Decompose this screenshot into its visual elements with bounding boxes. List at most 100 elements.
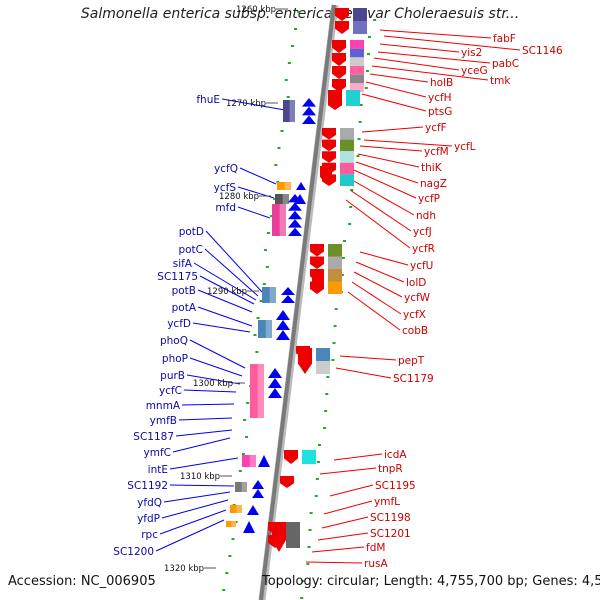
label-connector bbox=[169, 457, 239, 470]
forward-cds-arrow bbox=[288, 210, 302, 220]
kbp-label: 1290 kbp bbox=[207, 287, 247, 297]
label-connector bbox=[161, 499, 229, 519]
forward-cds-arrow bbox=[296, 182, 306, 190]
gene-label-reverse: ycfH bbox=[428, 92, 452, 104]
map-title: Salmonella enterica subsp. enterica sero… bbox=[80, 6, 520, 22]
gene-label-forward: rpc bbox=[141, 529, 158, 541]
reverse-cds-arrow bbox=[312, 270, 324, 290]
reverse-cds-arrow bbox=[272, 522, 286, 552]
gene-label-forward: SC1200 bbox=[113, 546, 154, 558]
gene-label-reverse: pepT bbox=[398, 355, 425, 367]
gene-label-reverse: SC1146 bbox=[522, 45, 563, 57]
cds-highlight bbox=[269, 287, 276, 303]
cds-block bbox=[353, 21, 367, 34]
gene-label-reverse: icdA bbox=[384, 449, 407, 461]
label-connector bbox=[311, 546, 365, 553]
gene-label-forward: yfdP bbox=[137, 513, 160, 525]
label-connector bbox=[379, 29, 492, 39]
label-connector bbox=[333, 453, 383, 461]
label-connector bbox=[369, 73, 429, 83]
gene-label-reverse: ptsG bbox=[428, 106, 452, 118]
kbp-label: 1270 kbp bbox=[226, 99, 266, 109]
cds-block bbox=[350, 74, 364, 84]
gene-label-forward: sifA bbox=[173, 258, 193, 270]
accession-text: Accession: NC_006905 bbox=[8, 574, 156, 589]
forward-cds-arrow bbox=[288, 202, 302, 211]
gene-label-reverse: ycfM bbox=[424, 146, 449, 158]
forward-cds-arrow bbox=[302, 98, 316, 107]
reverse-cds-arrow bbox=[322, 151, 336, 163]
cds-features bbox=[226, 8, 367, 552]
gene-label-forward: potC bbox=[178, 244, 203, 256]
label-connector bbox=[189, 357, 243, 377]
label-connectors bbox=[155, 29, 521, 564]
cds-highlight bbox=[265, 320, 272, 338]
gene-label-reverse: cobB bbox=[402, 325, 428, 337]
label-connector bbox=[221, 98, 286, 111]
forward-cds-arrow bbox=[268, 368, 282, 378]
gene-label-forward: ymfC bbox=[144, 447, 171, 459]
label-connector bbox=[355, 161, 419, 184]
gene-label-forward: SC1187 bbox=[133, 431, 174, 443]
gene-label-reverse: rusA bbox=[364, 558, 388, 570]
topology-text: Topology: circular; Length: 4,755,700 bp… bbox=[262, 574, 600, 589]
forward-cds-arrow bbox=[288, 227, 302, 236]
gene-label-forward: ycfQ bbox=[214, 163, 238, 175]
forward-cds-arrow bbox=[247, 505, 259, 515]
forward-cds-arrow bbox=[252, 480, 264, 489]
cds-block bbox=[316, 348, 330, 361]
cds-highlight bbox=[249, 455, 256, 467]
reverse-cds-arrow bbox=[284, 450, 298, 464]
gene-label-reverse: ycfX bbox=[403, 309, 426, 321]
label-connector bbox=[339, 355, 397, 361]
label-connector bbox=[351, 179, 415, 216]
gene-label-reverse: ymfL bbox=[374, 496, 400, 508]
cds-block bbox=[340, 162, 354, 175]
label-connector bbox=[183, 389, 237, 393]
label-connector bbox=[357, 153, 420, 168]
label-connector bbox=[159, 509, 227, 535]
tick-marks bbox=[222, 11, 377, 599]
cds-block bbox=[328, 256, 342, 269]
label-connector bbox=[181, 403, 235, 406]
label-connector bbox=[359, 145, 423, 152]
forward-cds-arrow bbox=[302, 115, 316, 124]
gene-label-reverse: SC1201 bbox=[370, 528, 411, 540]
gene-label-reverse: yis2 bbox=[461, 47, 482, 59]
gene-label-forward: fhuE bbox=[196, 94, 220, 106]
gene-label-reverse: fabF bbox=[493, 33, 516, 45]
forward-cds-arrow bbox=[302, 106, 316, 116]
forward-cds-arrow bbox=[268, 378, 282, 388]
gene-label-forward: phoP bbox=[162, 353, 188, 365]
label-connector bbox=[186, 374, 241, 385]
cds-block bbox=[350, 57, 364, 66]
label-connector bbox=[371, 65, 489, 81]
label-connector bbox=[361, 126, 424, 133]
label-connector bbox=[355, 261, 405, 283]
gene-label-reverse: pabC bbox=[492, 58, 519, 70]
gene-label-reverse: thiK bbox=[421, 162, 443, 174]
label-connector bbox=[193, 262, 257, 301]
gene-label-forward: phoQ bbox=[160, 335, 188, 347]
forward-cds-arrow bbox=[281, 287, 295, 295]
label-connector bbox=[192, 322, 251, 333]
cds-block bbox=[286, 522, 300, 548]
cds-highlight bbox=[284, 182, 291, 190]
label-connector bbox=[345, 199, 411, 249]
gene-label-reverse: ndh bbox=[416, 210, 436, 222]
label-connector bbox=[323, 500, 373, 515]
cds-block bbox=[353, 8, 367, 21]
reverse-cds-arrow bbox=[310, 256, 324, 269]
gene-label-forward: mnmA bbox=[146, 400, 181, 412]
cds-block bbox=[226, 521, 236, 527]
label-connector bbox=[361, 93, 427, 112]
cds-block bbox=[350, 40, 364, 49]
gene-label-reverse: nagZ bbox=[420, 178, 447, 190]
gene-label-reverse: SC1179 bbox=[393, 373, 434, 385]
label-connector bbox=[189, 339, 246, 369]
cds-block bbox=[250, 364, 264, 418]
label-connector bbox=[359, 251, 409, 266]
cds-block bbox=[350, 83, 364, 92]
cds-block bbox=[328, 281, 342, 294]
gene-label-reverse: holB bbox=[430, 77, 453, 89]
